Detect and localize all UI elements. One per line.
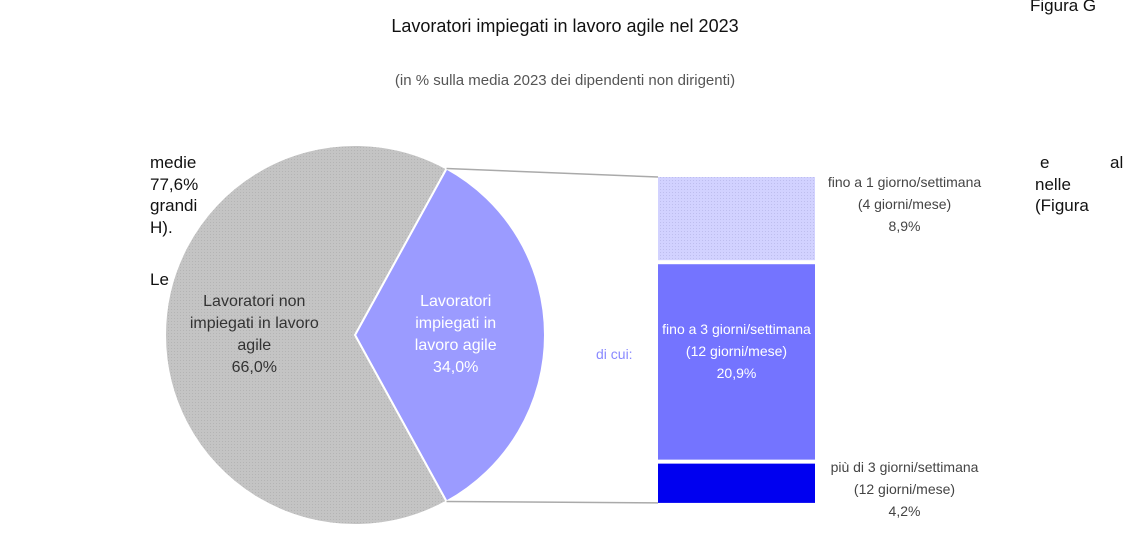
segment-value: 4,2% [888, 502, 921, 519]
segment-value: 8,9% [888, 217, 921, 234]
background-text: H). [150, 218, 173, 237]
connector [446, 167, 659, 178]
background-text: nelle [1035, 175, 1071, 194]
pie-label: Lavoratori impiegati in lavoro agile 34,0… [398, 291, 513, 379]
pie-slice [164, 144, 448, 526]
segment-value: 20,9% [716, 364, 757, 381]
background-text: al [1110, 153, 1124, 172]
slice-name: Lavoratori non impiegati in lavoro agile [189, 293, 319, 354]
connector [446, 500, 659, 504]
background-text: 77,6% [150, 175, 199, 194]
bar-label: fino a 3 giorni/settimana (12 giorni/mes… [658, 318, 815, 384]
chart-title: Lavoratori impiegati in lavoro agile nel… [391, 16, 739, 36]
bar-segment [658, 463, 815, 503]
background-text: (Figura [1035, 196, 1089, 215]
slice-value: 34,0% [433, 359, 479, 376]
segment-name: fino a 3 giorni/settimana (12 giorni/mes… [662, 320, 811, 359]
bar-segment [658, 177, 815, 261]
segment-name: fino a 1 giorno/settimana (4 giorni/mese… [827, 173, 982, 212]
bar-label: più di 3 giorni/settimana (12 giorni/mes… [827, 456, 982, 522]
background-text: e [1040, 153, 1050, 172]
background-text: medie [150, 153, 197, 172]
bar-label: fino a 1 giorno/settimana (4 giorni/mese… [827, 171, 982, 237]
pie-slice [353, 167, 546, 503]
background-text: Figura G [1030, 0, 1097, 15]
pie-label: Lavoratori non impiegati in lavoro agile… [184, 291, 324, 379]
background-text: Le [150, 270, 169, 289]
chart-subtitle: (in % sulla media 2023 dei dipendenti no… [394, 72, 736, 89]
slice-name: Lavoratori impiegati in lavoro agile [414, 293, 497, 354]
breakdown-label: di cui: [596, 346, 633, 362]
slice-value: 66,0% [231, 359, 277, 376]
segment-name: più di 3 giorni/settimana (12 giorni/mes… [830, 458, 979, 497]
background-text: grandi [150, 196, 198, 215]
bar-segment [658, 264, 815, 460]
